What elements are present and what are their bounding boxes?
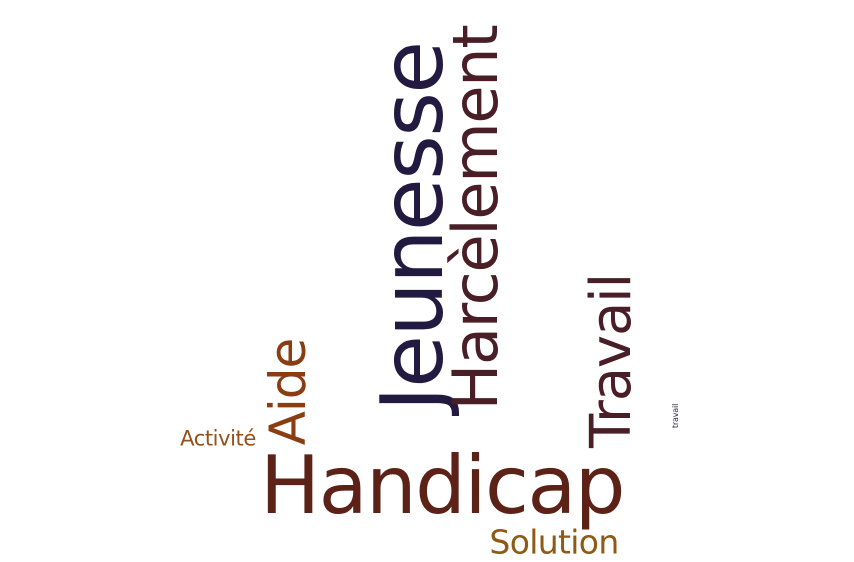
word-aide: Aide [259,338,317,446]
word-travail-small: travail [671,403,680,429]
word-travail: Travail [579,273,644,449]
word-activite: Activité [180,426,256,451]
word-harcelement: Harcèlement [439,25,512,411]
word-handicap: Handicap [260,439,625,532]
word-solution: Solution [489,522,619,562]
